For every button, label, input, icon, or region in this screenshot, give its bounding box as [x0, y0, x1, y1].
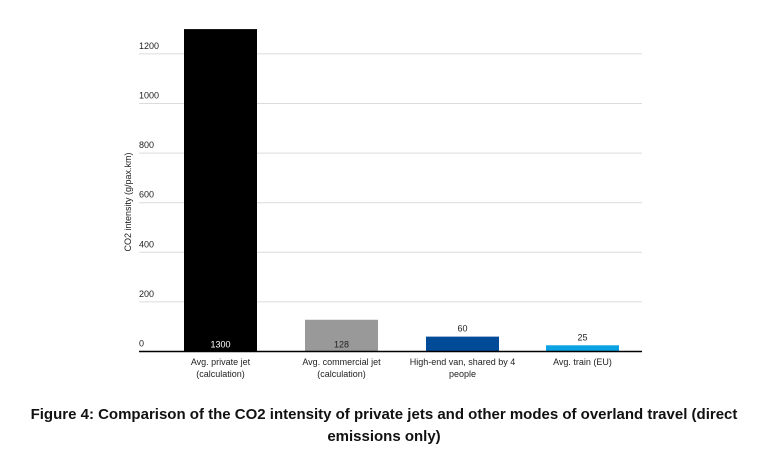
x-tick-label: (calculation): [196, 369, 245, 379]
bar: [305, 319, 378, 352]
y-tick-label: 200: [139, 289, 154, 299]
x-tick-label: Avg. train (EU): [553, 357, 612, 367]
figure-caption: Figure 4: Comparison of the CO2 intensit…: [30, 406, 738, 445]
y-tick-label: 1200: [139, 41, 159, 51]
data-label: 25: [577, 332, 587, 342]
data-label: 60: [457, 324, 467, 334]
bar: [184, 29, 257, 352]
bar: [426, 336, 499, 352]
x-tick-label: Avg. private jet: [191, 357, 251, 367]
y-axis-label: CO2 intensity (g/pax.km): [123, 152, 133, 251]
x-tick-label: High-end van, shared by 4: [410, 357, 516, 367]
y-tick-label: 0: [139, 339, 144, 349]
x-tick-label: (calculation): [317, 369, 366, 379]
data-label: 1300: [210, 340, 230, 350]
y-tick-label: 600: [139, 190, 154, 200]
y-tick-label: 800: [139, 140, 154, 150]
bar-chart: 0 200 400 600 800 1000 1200 1300 Avg. private j…: [123, 29, 642, 379]
x-tick-label: people: [449, 369, 476, 379]
y-tick-label: 400: [139, 239, 154, 249]
bar: [546, 345, 619, 352]
y-tick-label: 1000: [139, 91, 159, 101]
x-tick-label: Avg. commercial jet: [302, 357, 381, 367]
data-label: 128: [334, 340, 349, 350]
